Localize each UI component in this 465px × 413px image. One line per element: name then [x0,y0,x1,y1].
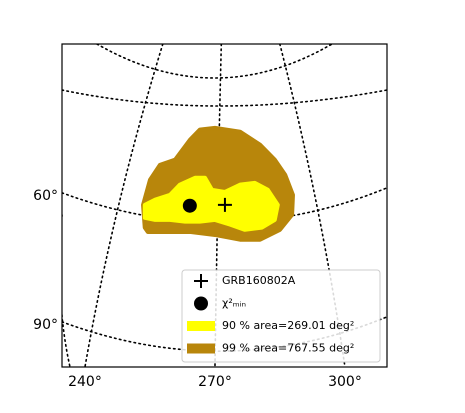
legend-box [181,269,381,363]
legend-label: χ²ₘᵢₙ [222,297,246,310]
x-tick-label: 300° [328,374,362,390]
graticule-line [62,89,387,107]
confidence-region [142,175,280,232]
legend-marker [194,274,208,288]
legend-label: GRB160802A [222,274,296,287]
plot-area [141,125,295,242]
graticule-line [62,214,71,367]
y-tick-label: 60° [33,188,58,204]
grid-line [84,44,164,367]
ticks: 240° 270° 300° 60° 90° [33,188,362,390]
legend-swatch [187,321,215,331]
legend: GRB160802A χ²ₘᵢₙ 90 % area=269.01 deg² 99 %… [181,269,381,363]
legend-marker [194,296,208,311]
legend-swatch [187,343,215,354]
graticule-line [96,44,333,79]
plot-frame [61,43,388,368]
grb-position [217,197,232,212]
x-tick-label: 240° [68,374,102,390]
chi2-min [182,198,197,213]
legend-label: 99 % area=767.55 deg² [222,342,354,355]
x-tick-label: 270° [198,374,232,390]
y-tick-label: 90° [33,317,58,333]
legend-label: 90 % area=269.01 deg² [222,319,354,332]
